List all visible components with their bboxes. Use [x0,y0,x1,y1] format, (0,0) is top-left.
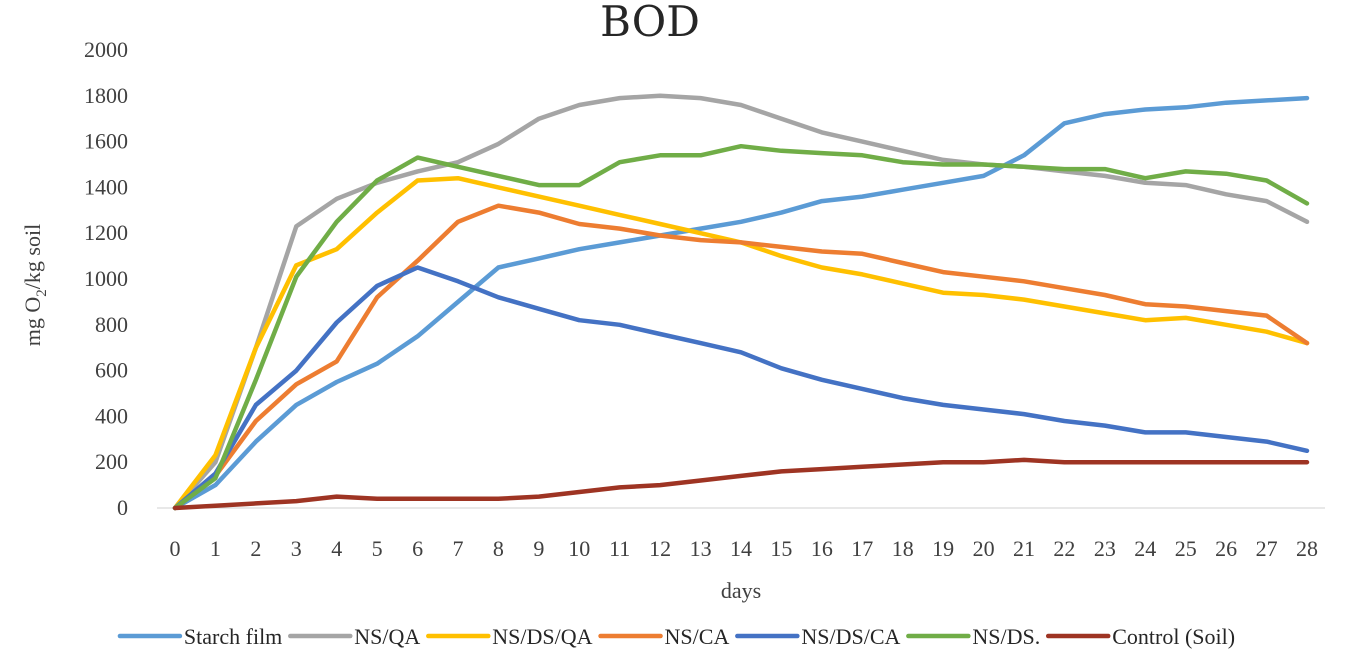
y-axis-title: mg O2/kg soil [20,224,50,346]
x-tick-label: 23 [1094,536,1116,561]
x-tick-label: 20 [973,536,995,561]
x-tick-label: 6 [412,536,423,561]
x-tick-label: 16 [811,536,833,561]
y-axis-ticks: 0 200 400 600 800 1000 1200 1400 1600 1800 2000 [84,37,128,520]
x-tick-label: 27 [1256,536,1278,561]
legend-label: NS/QA [354,624,420,649]
x-tick-label: 10 [568,536,590,561]
y-axis-title-main: mg O [20,297,45,347]
legend-label: NS/DS. [972,624,1040,649]
y-tick-label: 600 [95,358,128,383]
series-line-starch-film [172,95,1310,511]
legend-item: NS/DS. [906,624,1040,649]
x-tick-label: 0 [170,536,181,561]
x-tick-label: 22 [1053,536,1075,561]
x-tick-label: 2 [250,536,261,561]
legend-label: NS/DS/CA [801,624,900,649]
series-line-ns-ds-qa [172,175,1310,511]
y-tick-label: 800 [95,312,128,337]
x-tick-label: 8 [493,536,504,561]
legend-label: Control (Soil) [1112,624,1235,649]
series-lines [172,93,1310,511]
x-axis-title: days [721,578,761,603]
y-tick-label: 1400 [84,174,128,199]
y-tick-label: 1800 [84,83,128,108]
x-tick-label: 24 [1134,536,1156,561]
series-line-ns-ca [172,203,1310,511]
y-axis-title-rest: /kg soil [20,224,45,289]
x-axis-ticks: 0 1 2 3 4 5 6 7 8 9 10 11 12 13 14 15 16 17 18 19 20 21 22 23 24… [170,536,1319,561]
x-tick-label: 14 [730,536,752,561]
series-line-control-soil [172,457,1310,511]
x-tick-label: 7 [453,536,464,561]
x-tick-label: 17 [851,536,873,561]
series-line-ns-qa [172,93,1310,511]
chart-title: BOD [600,0,700,46]
x-tick-label: 5 [372,536,383,561]
x-tick-label: 11 [609,536,630,561]
y-tick-label: 400 [95,403,128,428]
legend-item: NS/DS/CA [735,624,900,649]
legend-item: Control (Soil) [1045,624,1235,649]
y-tick-label: 1000 [84,266,128,291]
y-tick-label: 1600 [84,129,128,154]
legend-label: NS/CA [665,624,730,649]
x-tick-label: 19 [932,536,954,561]
legend-item: Starch film [117,624,282,649]
x-tick-label: 12 [649,536,671,561]
x-tick-label: 9 [533,536,544,561]
x-tick-label: 1 [210,536,221,561]
legend-label: Starch film [184,624,282,649]
x-tick-label: 26 [1215,536,1237,561]
x-tick-label: 13 [690,536,712,561]
x-tick-label: 25 [1175,536,1197,561]
x-tick-label: 3 [291,536,302,561]
y-tick-label: 1200 [84,220,128,245]
series-line-ns-ds-ca [172,265,1310,511]
y-tick-label: 2000 [84,37,128,62]
legend-item: NS/QA [288,624,420,649]
y-tick-label: 0 [117,495,128,520]
x-tick-label: 28 [1296,536,1318,561]
legend-item: NS/DS/QA [426,624,593,649]
x-tick-label: 18 [892,536,914,561]
x-tick-label: 4 [331,536,342,561]
legend-label: NS/DS/QA [492,624,592,649]
x-tick-label: 15 [770,536,792,561]
legend: Starch film NS/QA NS/DS/QA NS/CA NS/DS/CA NS/… [117,624,1235,649]
y-axis-title-subscript: 2 [34,289,50,297]
y-tick-label: 200 [95,449,128,474]
x-tick-label: 21 [1013,536,1035,561]
series-line-ns-ds [172,143,1310,511]
legend-item: NS/CA [598,624,730,649]
